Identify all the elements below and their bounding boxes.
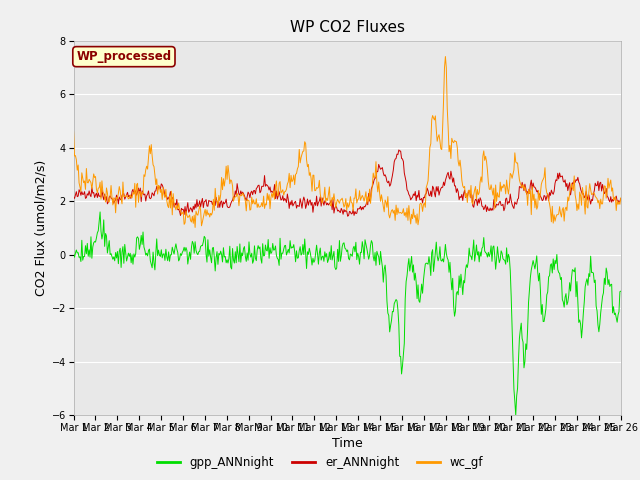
Legend: gpp_ANNnight, er_ANNnight, wc_gf: gpp_ANNnight, er_ANNnight, wc_gf — [152, 452, 488, 474]
X-axis label: Time: Time — [332, 437, 363, 450]
Text: WP_processed: WP_processed — [76, 50, 172, 63]
Title: WP CO2 Fluxes: WP CO2 Fluxes — [290, 21, 404, 36]
Y-axis label: CO2 Flux (umol/m2/s): CO2 Flux (umol/m2/s) — [35, 160, 47, 296]
